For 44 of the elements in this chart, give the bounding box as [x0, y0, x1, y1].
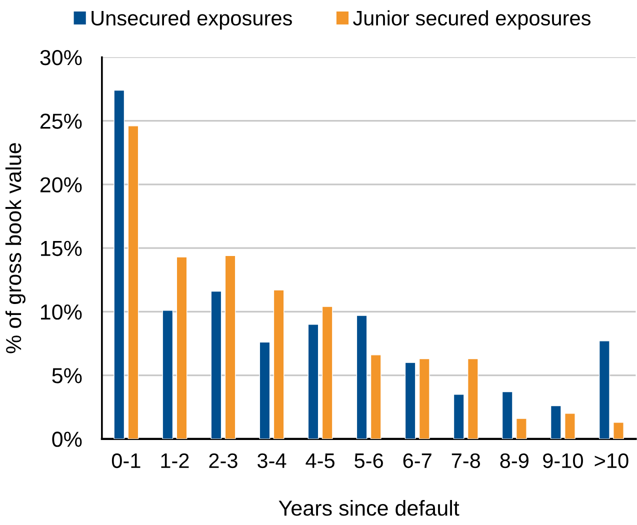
bar [162, 310, 174, 439]
bar [404, 362, 416, 439]
bar [467, 358, 478, 439]
bar [176, 256, 188, 439]
legend-label: Junior secured exposures [353, 10, 590, 30]
bar [613, 422, 624, 439]
bar [259, 342, 270, 439]
bar [308, 324, 319, 439]
bar [453, 394, 464, 439]
x-tick-label: 0-1 [112, 453, 140, 468]
bar [418, 358, 430, 439]
x-tick-label: 3-4 [258, 453, 286, 468]
x-tick-label: 9-10 [543, 453, 583, 468]
x-tick-label: 2-3 [209, 453, 238, 468]
bar [516, 418, 527, 439]
bar [322, 306, 333, 439]
bar [370, 354, 382, 439]
y-tick-label: 20% [40, 177, 82, 192]
y-tick-label: 30% [40, 50, 82, 66]
x-tick-label: 4-5 [306, 454, 334, 468]
bar [273, 290, 284, 439]
x-tick-label: 6-7 [403, 453, 432, 468]
y-tick-label: 15% [41, 240, 82, 256]
bar [598, 340, 610, 439]
bar [224, 255, 236, 439]
x-tick-label: 7-8 [452, 453, 480, 468]
y-tick-label: 10% [41, 304, 82, 320]
y-axis-title: % of gross book value [5, 143, 26, 354]
bar [502, 391, 513, 439]
bar [356, 315, 368, 439]
bar [550, 405, 562, 439]
x-tick-label: 8-9 [500, 453, 528, 468]
x-tick-label: 5-6 [354, 453, 383, 468]
bar [210, 290, 222, 439]
x-tick-label: >10 [594, 453, 628, 468]
y-tick-label: 0% [52, 432, 82, 447]
bar [128, 126, 139, 439]
x-tick-label: 1-2 [161, 453, 189, 468]
x-axis-title: Years since default [278, 500, 460, 516]
legend-label: Unsecured exposures [92, 10, 292, 30]
bar [114, 90, 125, 439]
y-tick-label: 5% [52, 368, 82, 384]
y-tick-label: 25% [40, 114, 82, 129]
bar [564, 413, 576, 439]
